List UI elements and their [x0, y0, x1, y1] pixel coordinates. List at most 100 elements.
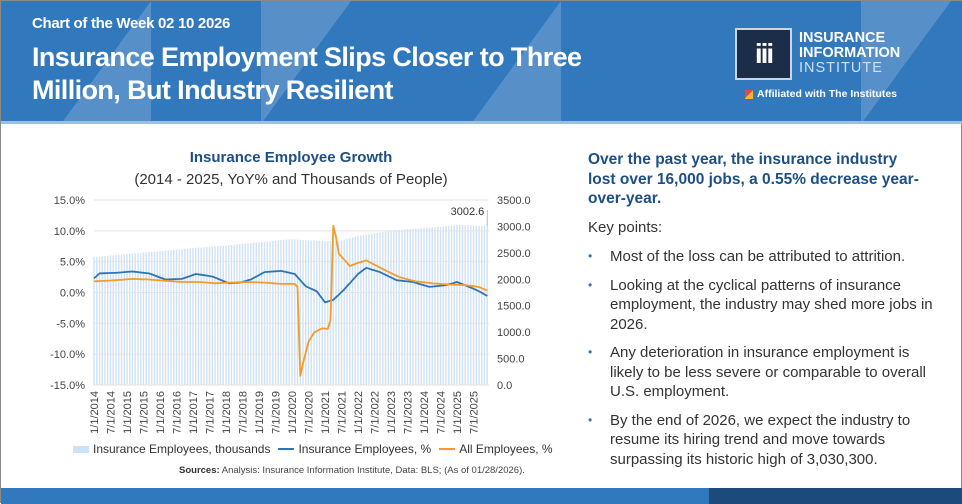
employee-count-bar — [470, 225, 472, 385]
employee-count-bar — [230, 244, 233, 385]
employee-count-bar — [423, 228, 425, 385]
employee-count-bar — [208, 246, 211, 385]
employee-count-bar — [307, 240, 310, 385]
employee-count-bar — [349, 238, 351, 385]
employee-count-bar — [456, 224, 458, 385]
employee-count-bar — [321, 241, 323, 385]
employee-count-bar — [145, 252, 147, 385]
employee-count-bar — [346, 238, 348, 385]
x-axis-tick-label: 7/1/2015 — [139, 391, 151, 434]
employee-count-bar — [310, 240, 312, 385]
logo-wordmark: INSURANCE INFORMATION INSTITUTE — [799, 31, 900, 76]
employee-count-bar — [431, 227, 433, 385]
employee-count-bar — [98, 256, 101, 385]
employee-count-bar — [255, 242, 257, 385]
employee-count-bar — [153, 251, 156, 385]
employee-count-bar — [214, 246, 216, 385]
employee-count-bar — [420, 228, 422, 385]
employee-count-bar — [486, 226, 488, 385]
employee-count-bar — [360, 235, 362, 385]
x-axis-tick-label: 1/1/2022 — [353, 391, 365, 434]
left-axis-tick-label: 5.0% — [60, 257, 85, 269]
employee-count-bar — [437, 227, 439, 385]
employee-count-bar — [250, 243, 252, 385]
bullet-icon: • — [588, 412, 593, 427]
x-axis-tick-label: 7/1/2017 — [205, 391, 217, 434]
logo-line: INFORMATION — [799, 45, 901, 61]
employee-count-bar — [318, 240, 321, 385]
employee-count-bar — [478, 225, 480, 385]
employee-count-bar — [203, 247, 205, 385]
employee-count-bar — [148, 252, 150, 385]
chart-title: Insurance Employee Growth — [189, 149, 393, 166]
right-axis-tick-label: 0.0 — [497, 380, 512, 392]
list-item: • Looking at the cyclical patterns of ins… — [588, 276, 938, 335]
right-axis-tick-label: 1500.0 — [497, 301, 531, 313]
x-axis-tick-label: 1/1/2019 — [254, 391, 266, 434]
insurance-employees-pct-line — [93, 266, 488, 304]
employee-count-bar — [450, 225, 453, 385]
employee-count-bar — [475, 225, 477, 385]
employee-count-bar — [412, 228, 414, 385]
left-axis-tick-label: 15.0% — [54, 195, 85, 207]
employee-count-bar — [472, 225, 475, 385]
employee-count-bar — [244, 243, 246, 385]
legend-line-swatch-icon — [439, 448, 456, 450]
list-item: • Most of the loss can be attributed to a… — [588, 247, 938, 267]
affiliation: Affiliated with The Institutes — [745, 88, 897, 100]
employee-count-bar — [96, 256, 98, 385]
employee-count-bar — [189, 248, 191, 385]
employee-count-bar — [173, 249, 175, 385]
employee-count-bar — [272, 240, 274, 385]
bullet-text: Looking at the cyclical patterns of insu… — [610, 276, 933, 333]
employee-count-bar — [156, 251, 158, 385]
employee-count-bar — [365, 234, 367, 385]
employee-count-bar — [448, 225, 450, 385]
employee-count-bar — [483, 226, 486, 385]
x-axis-tick-label: 7/1/2025 — [469, 391, 481, 434]
list-item: • By the end of 2026, we expect the indus… — [588, 411, 938, 470]
employee-count-bar — [387, 231, 389, 385]
employee-count-bar — [382, 231, 384, 385]
employee-count-bar — [340, 240, 343, 385]
x-axis-tick-label: 1/1/2025 — [452, 391, 464, 434]
employee-count-bar — [131, 253, 134, 385]
bullet-icon: • — [588, 345, 593, 359]
employee-count-bar — [404, 229, 406, 385]
employee-count-bar — [467, 225, 469, 385]
employee-count-bar — [384, 231, 387, 385]
employee-count-bar — [362, 235, 365, 385]
x-axis-tick-label: 7/1/2018 — [238, 391, 250, 434]
employee-count-bar — [453, 225, 455, 385]
employee-count-bar — [222, 245, 224, 385]
employee-count-bar — [137, 253, 139, 385]
employee-count-bar — [269, 241, 271, 385]
employee-count-bar — [217, 246, 219, 385]
employee-count-bar — [379, 232, 381, 385]
x-axis-tick-label: 1/1/2015 — [122, 391, 134, 434]
affiliation-text: Affiliated with The Institutes — [757, 88, 898, 100]
employee-count-bar — [343, 239, 345, 385]
employee-count-bar — [280, 240, 282, 385]
right-axis-tick-label: 1000.0 — [497, 327, 531, 339]
employee-count-bar — [134, 253, 136, 385]
employee-count-bar — [481, 225, 483, 385]
employee-count-bar — [195, 247, 197, 385]
key-points-list: • Most of the loss can be attributed to a… — [588, 247, 938, 478]
x-axis-tick-label: 7/1/2014 — [106, 391, 118, 434]
employee-count-bar — [241, 243, 244, 385]
page-title: Insurance Employment Slips Closer to Thr… — [32, 42, 582, 105]
employee-count-bar — [247, 243, 249, 385]
employee-count-bar — [118, 254, 120, 385]
employee-count-bar — [233, 244, 235, 385]
employee-count-bar — [354, 236, 356, 385]
employee-count-bar — [357, 235, 359, 385]
employee-count-bar — [236, 244, 238, 385]
employee-count-bar — [464, 225, 466, 385]
employee-count-bar — [291, 239, 293, 385]
employee-count-bar — [316, 240, 318, 385]
employee-count-bar — [376, 232, 378, 385]
header-banner: Chart of the Week 02 10 2026 Insurance E… — [1, 1, 962, 124]
employee-count-bar — [368, 234, 370, 385]
